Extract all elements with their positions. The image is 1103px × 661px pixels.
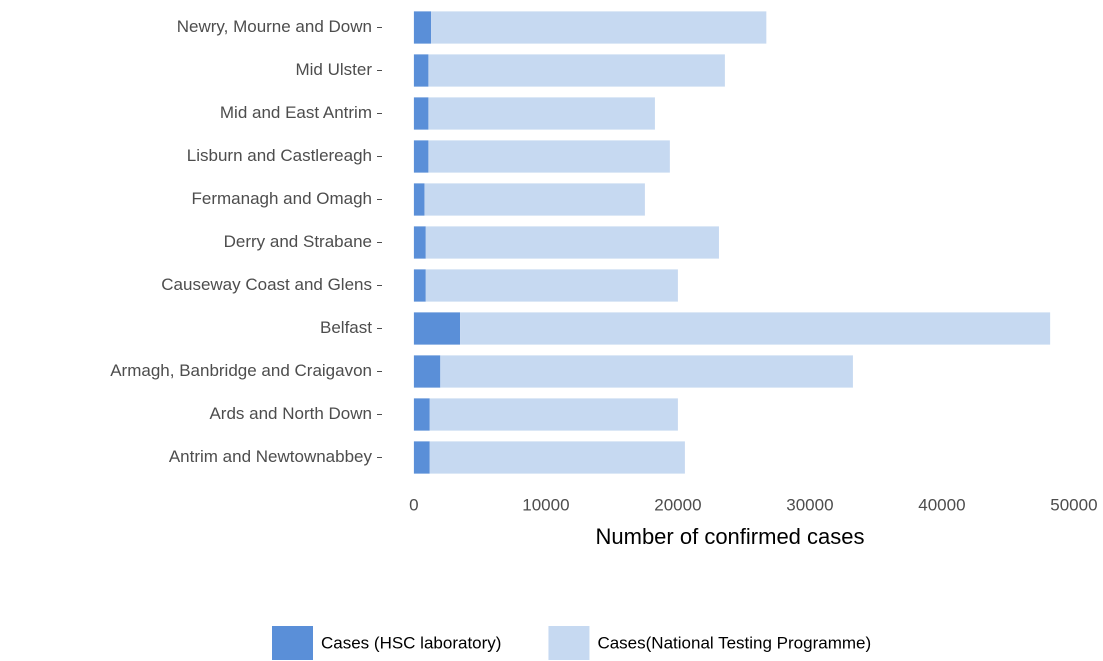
bar (413, 140, 429, 173)
bar (429, 441, 685, 474)
legend-swatch (548, 626, 590, 660)
y-tick-label: Fermanagh and Omagh (192, 189, 373, 208)
bar (413, 54, 429, 87)
bar (428, 54, 725, 87)
x-tick-label: 50000 (1050, 495, 1097, 514)
bar (428, 97, 655, 130)
bar (425, 269, 678, 302)
y-tick-label: Belfast (320, 318, 372, 337)
bar (460, 312, 1051, 345)
bar (413, 398, 430, 431)
bar (413, 183, 425, 216)
y-tick-label: Newry, Mourne and Down (177, 17, 372, 36)
y-tick-label: Ards and North Down (209, 404, 372, 423)
bar (413, 312, 461, 345)
x-tick-label: 0 (409, 495, 418, 514)
x-tick-label: 40000 (918, 495, 965, 514)
legend-label: Cases (HSC laboratory) (321, 633, 501, 652)
bar (431, 11, 767, 44)
x-tick-label: 10000 (522, 495, 569, 514)
bar (413, 269, 426, 302)
bar (429, 398, 678, 431)
y-tick-label: Causeway Coast and Glens (161, 275, 372, 294)
bar (413, 226, 426, 259)
y-tick-label: Armagh, Banbridge and Craigavon (110, 361, 372, 380)
y-tick-label: Derry and Strabane (224, 232, 372, 251)
legend-swatch (272, 626, 313, 660)
x-tick-label: 20000 (654, 495, 701, 514)
bar (413, 11, 432, 44)
bar (413, 441, 430, 474)
bar (440, 355, 853, 388)
bar (424, 183, 645, 216)
y-tick-label: Lisburn and Castlereagh (187, 146, 372, 165)
y-tick-label: Mid and East Antrim (220, 103, 372, 122)
x-tick-label: 30000 (786, 495, 833, 514)
legend-label: Cases(National Testing Programme) (597, 633, 871, 652)
y-tick-label: Antrim and Newtownabbey (169, 447, 373, 466)
x-axis-title: Number of confirmed cases (596, 524, 865, 549)
bar (425, 226, 719, 259)
bar (413, 355, 441, 388)
bar (428, 140, 670, 173)
y-tick-label: Mid Ulster (295, 60, 372, 79)
bar (413, 97, 429, 130)
